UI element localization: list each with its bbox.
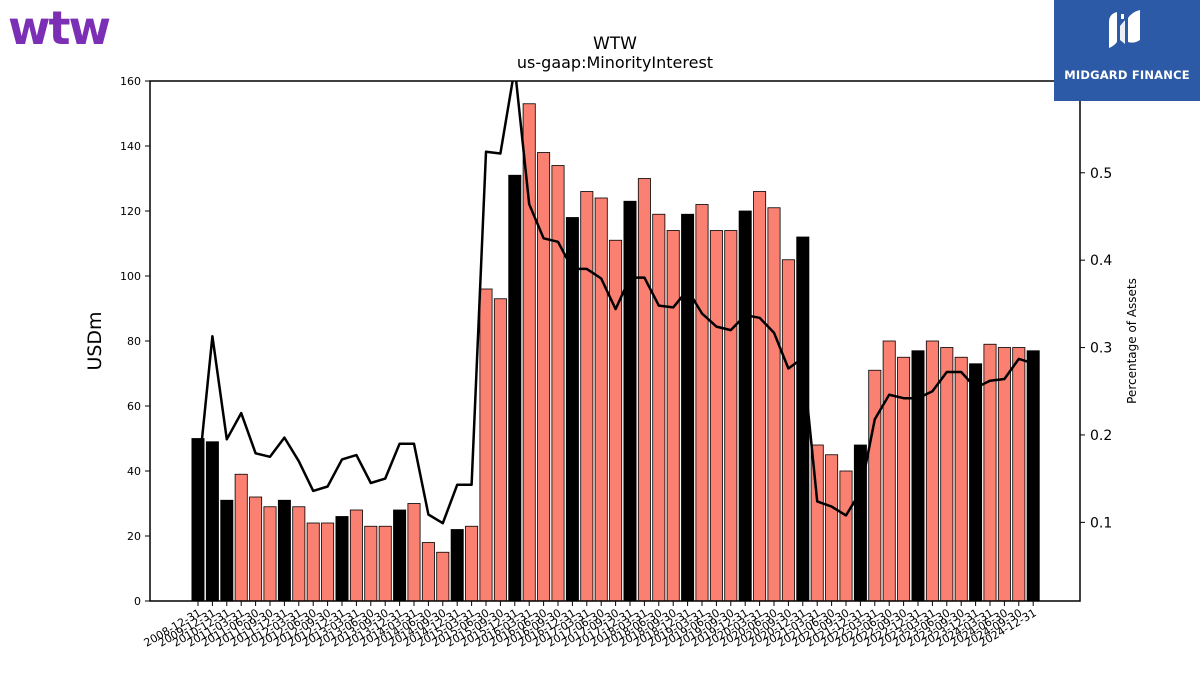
bar-2020-06-30 [767,207,781,602]
bar-2018-06-30 [652,213,666,602]
bar-2024-12-31 [1026,350,1040,602]
bar-2022-12-31 [911,350,925,602]
midgard-finance-logo: MIDGARD FINANCE [1054,0,1200,101]
bar-2019-06-30 [709,230,723,602]
bar-2015-03-31 [465,525,479,602]
y-tick-label: 160 [120,75,141,88]
bar-2012-12-31 [335,516,349,602]
bar-2016-12-31 [565,217,579,602]
y-axis-label: USDm [84,311,106,370]
percent-line-series [196,81,1034,525]
bar-2014-03-31 [407,503,421,602]
bar-2015-12-31 [508,174,522,602]
bar-2022-06-30 [882,340,896,602]
bar-2012-06-30 [306,522,320,602]
y-tick-label: 100 [120,270,141,283]
bar-2023-06-30 [940,347,954,602]
y-axis-right: 0.1 0.2 0.3 0.4 0.5 [1080,166,1112,531]
bar-2020-09-30 [781,259,795,602]
bar-2008-12-31 [191,438,205,602]
y2-tick-label: 0.1 [1090,515,1112,531]
bar-2019-09-30 [724,230,738,602]
y2-tick-label: 0.2 [1090,428,1112,444]
bar-2011-03-31 [234,473,248,602]
bar-2020-03-31 [753,191,767,602]
bar-2017-09-30 [609,239,623,602]
bar-2013-09-30 [378,525,392,602]
bar-2016-03-31 [522,103,536,602]
bar-2016-09-30 [551,165,565,602]
bar-2021-09-30 [839,470,853,602]
y-tick-label: 120 [120,205,141,218]
bar-2017-12-31 [623,200,637,602]
bar-2013-03-31 [349,509,363,602]
y-tick-label: 20 [127,530,141,543]
bar-2013-12-31 [393,509,407,602]
wtw-logo: wtw [8,1,123,56]
midgard-logo-text: MIDGARD FINANCE [1064,68,1190,82]
bar-2011-12-31 [277,499,291,602]
bar-2014-06-30 [421,542,435,602]
x-axis: 2008-12-312009-12-312010-12-312011-03-31… [142,601,1039,650]
bar-2024-09-30 [1012,347,1026,602]
bar-2012-03-31 [292,506,306,602]
chart-title: WTW [593,34,637,54]
bar-2017-03-31 [580,191,594,602]
bar-2015-06-30 [479,288,493,602]
y2-axis-label: Percentage of Assets [1125,278,1139,404]
chart-subtitle: us-gaap:MinorityInterest [517,53,713,72]
bar-2018-12-31 [681,213,695,602]
percent-of-assets-line [196,81,1034,525]
bar-2022-09-30 [897,356,911,602]
wtw-logo-text: wtw [8,6,109,55]
y-tick-label: 0 [134,595,141,608]
bar-series [191,103,1040,602]
bar-2023-09-30 [954,356,968,602]
bar-2019-03-31 [695,204,709,602]
bar-2023-12-31 [969,363,983,602]
bar-2018-03-31 [637,178,651,602]
bar-2009-12-31 [205,441,219,602]
bar-2021-06-30 [825,454,839,602]
y-tick-label: 80 [127,335,141,348]
bar-2015-09-30 [493,298,507,602]
bar-2011-06-30 [249,496,263,602]
y2-tick-label: 0.3 [1090,341,1112,357]
bar-2011-09-30 [263,506,277,602]
y-tick-label: 40 [127,465,141,478]
y-axis-left: 0 20 40 60 80 100 120 140 160 [120,75,150,608]
bar-2012-09-30 [321,522,335,602]
bar-2016-06-30 [537,152,551,602]
bar-2013-06-30 [364,525,378,602]
bar-2010-12-31 [220,499,234,602]
bar-2024-06-30 [997,347,1011,602]
y2-tick-label: 0.5 [1090,166,1112,182]
midgard-emblem-icon [1109,10,1140,48]
bar-2022-03-31 [868,369,882,602]
bar-2014-12-31 [450,529,464,602]
bar-2014-09-30 [436,551,450,602]
bar-2019-12-31 [738,210,752,602]
bar-2018-09-30 [666,230,680,602]
bar-2020-12-31 [796,236,810,602]
bar-2017-06-30 [594,197,608,602]
y-tick-label: 140 [120,140,141,153]
y2-tick-label: 0.4 [1090,253,1112,269]
bar-2023-03-31 [925,340,939,602]
y-tick-label: 60 [127,400,141,413]
